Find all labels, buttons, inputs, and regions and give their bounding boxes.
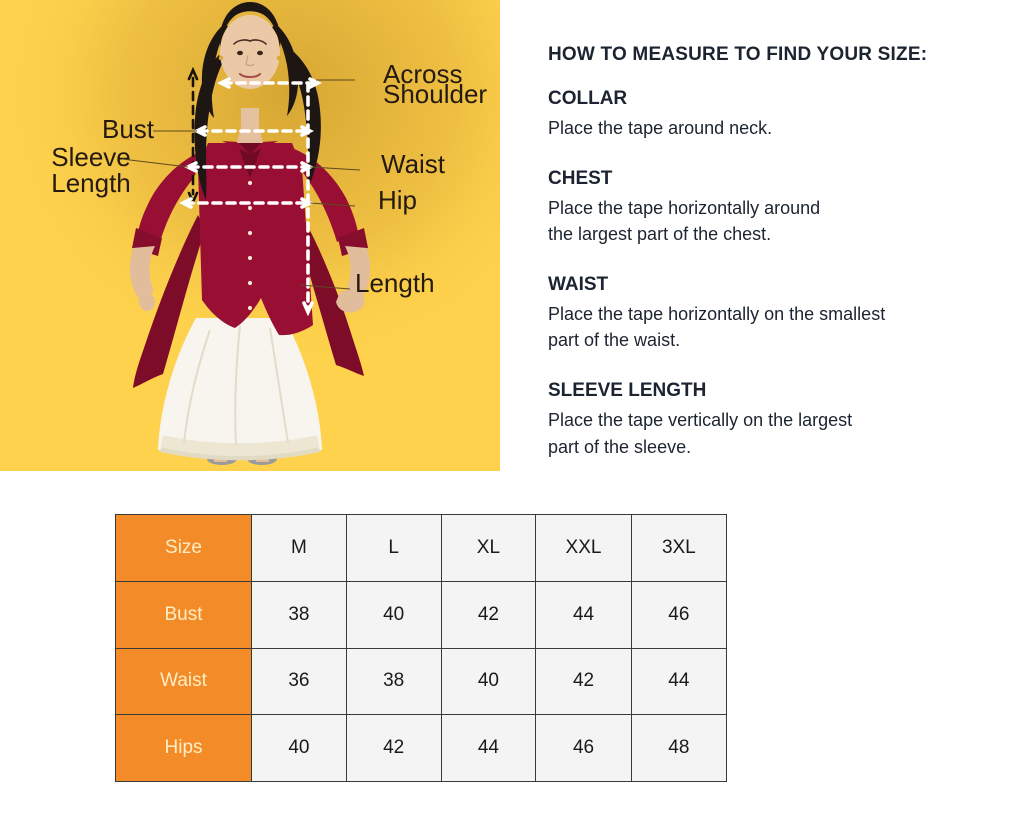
svg-text:Waist: Waist [381,149,446,179]
svg-text:Length: Length [51,168,131,198]
svg-text:Bust: Bust [102,114,155,144]
svg-text:Shoulder: Shoulder [383,79,487,109]
svg-text:Hip: Hip [378,185,417,215]
svg-text:Length: Length [355,268,435,298]
